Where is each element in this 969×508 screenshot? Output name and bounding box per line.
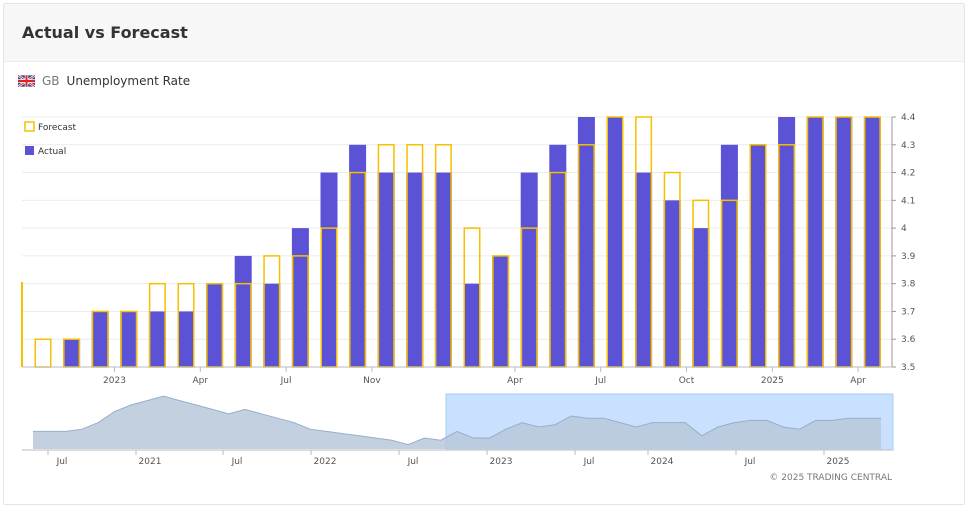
actual-bar bbox=[377, 172, 395, 367]
y-axis: 3.5 3.6 3.7 3.8 3.9 4 4.1 4.2 4.3 4.4 bbox=[891, 113, 916, 373]
legend-forecast-label: Forecast bbox=[38, 123, 77, 133]
x-tick-label: Apr bbox=[850, 376, 866, 386]
actual-bar bbox=[835, 117, 853, 367]
actual-bar bbox=[148, 311, 166, 367]
x-tick-label: Apr bbox=[507, 376, 523, 386]
y-tick-label: 4.3 bbox=[901, 141, 915, 151]
navigator-tick-label: Jul bbox=[407, 457, 419, 467]
actual-bar bbox=[234, 255, 252, 367]
actual-bar bbox=[663, 200, 681, 367]
uk-flag-icon bbox=[18, 75, 35, 87]
navigator-tick-label: 2025 bbox=[827, 457, 850, 467]
bar-series bbox=[34, 116, 881, 368]
actual-bar bbox=[291, 228, 309, 367]
navigator-line bbox=[33, 395, 881, 446]
navigator-tick-label: 2021 bbox=[139, 457, 162, 467]
x-tick-label: Nov bbox=[363, 376, 381, 386]
actual-bar bbox=[177, 311, 195, 367]
actual-bar bbox=[91, 311, 109, 367]
y-tick-label: 3.7 bbox=[901, 307, 915, 317]
actual-bar bbox=[720, 144, 738, 367]
actual-bar bbox=[549, 144, 567, 367]
forecast-bar bbox=[34, 338, 52, 368]
actual-bar bbox=[63, 339, 81, 367]
country-code: GB bbox=[42, 74, 60, 88]
legend-actual-swatch bbox=[25, 146, 34, 155]
navigator-tick-label: 2022 bbox=[314, 457, 337, 467]
navigator-tick-label: 2024 bbox=[651, 457, 674, 467]
actual-bar bbox=[434, 172, 452, 367]
x-tick-label: Oct bbox=[679, 376, 695, 386]
y-tick-label: 3.6 bbox=[901, 335, 916, 345]
actual-bar bbox=[863, 117, 881, 367]
y-tick-label: 4 bbox=[901, 224, 907, 234]
card-header: Actual vs Forecast bbox=[4, 4, 964, 62]
x-tick-label: Jul bbox=[594, 376, 606, 386]
navigator-tick-label: Jul bbox=[231, 457, 243, 467]
indicator-subtitle: GB Unemployment Rate bbox=[18, 74, 190, 88]
y-tick-label: 4.4 bbox=[901, 113, 916, 123]
actual-bar bbox=[635, 172, 653, 367]
actual-bar bbox=[492, 255, 510, 367]
legend: Forecast Actual bbox=[24, 121, 77, 157]
y-tick-label: 4.1 bbox=[901, 196, 915, 206]
actual-bar bbox=[463, 283, 481, 367]
legend-actual-label: Actual bbox=[38, 147, 66, 157]
x-tick-label: 2025 bbox=[761, 376, 784, 386]
actual-bar bbox=[577, 117, 595, 367]
actual-bar bbox=[806, 117, 824, 367]
navigator[interactable]: Jul 2021 Jul 2022 Jul 2023 Jul 2024 Jul 2025 bbox=[22, 393, 894, 467]
y-tick-label: 3.8 bbox=[901, 280, 916, 290]
actual-bar bbox=[692, 228, 710, 367]
legend-forecast-swatch bbox=[24, 121, 35, 132]
x-tick-label: 2023 bbox=[103, 376, 126, 386]
actual-bar bbox=[263, 283, 281, 367]
actual-bar bbox=[520, 172, 538, 367]
navigator-tick-label: 2023 bbox=[490, 457, 513, 467]
actual-bar bbox=[320, 172, 338, 367]
x-tick-label: Jul bbox=[280, 376, 292, 386]
navigator-tick-label: Jul bbox=[583, 457, 595, 467]
page-title: Actual vs Forecast bbox=[22, 23, 188, 42]
copyright-text: © 2025 TRADING CENTRAL bbox=[769, 473, 892, 483]
navigator-tick-label: Jul bbox=[744, 457, 756, 467]
actual-bar bbox=[206, 283, 224, 367]
actual-bar bbox=[349, 144, 367, 367]
x-tick-label: Apr bbox=[193, 376, 209, 386]
actual-bar bbox=[606, 117, 624, 367]
y-tick-label: 3.5 bbox=[901, 363, 915, 373]
actual-bar bbox=[778, 117, 796, 367]
actual-bar bbox=[406, 172, 424, 367]
actual-bar bbox=[749, 144, 767, 367]
y-tick-label: 4.2 bbox=[901, 169, 915, 179]
x-axis: 2023 Apr Jul Nov Apr Jul Oct 2025 Apr bbox=[22, 366, 892, 386]
y-tick-label: 3.9 bbox=[901, 252, 916, 262]
actual-bar bbox=[120, 311, 138, 367]
navigator-tick-label: Jul bbox=[56, 457, 68, 467]
indicator-name: Unemployment Rate bbox=[66, 74, 191, 88]
